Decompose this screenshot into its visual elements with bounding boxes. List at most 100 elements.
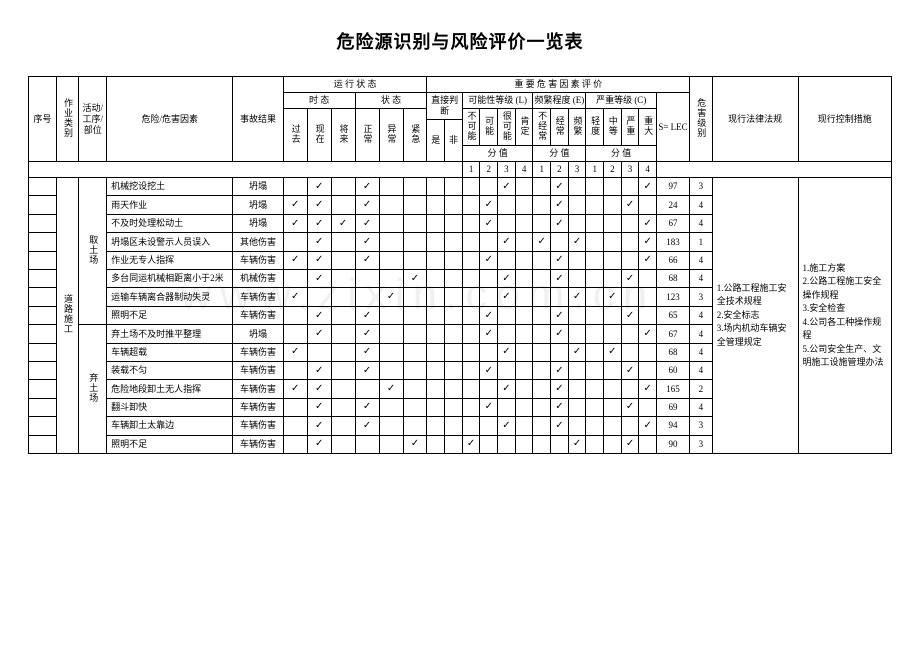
check-cell (498, 196, 516, 214)
check-cell (379, 251, 403, 269)
h-past: 过去 (283, 108, 307, 162)
check-cell: ✓ (480, 251, 498, 269)
cell: 车辆伤害 (233, 361, 283, 379)
check-cell (639, 361, 657, 379)
check-cell: ✓ (639, 417, 657, 435)
check-cell: ✓ (551, 398, 569, 416)
check-cell (427, 270, 445, 288)
check-cell (355, 288, 379, 306)
check-cell (498, 325, 516, 343)
check-cell (604, 233, 622, 251)
check-cell (379, 196, 403, 214)
hazard-cell: 危险地段卸土无人指挥 (107, 380, 233, 398)
check-cell (498, 435, 516, 453)
check-cell: ✓ (307, 361, 331, 379)
check-cell (307, 288, 331, 306)
check-cell (586, 306, 604, 324)
check-cell (586, 233, 604, 251)
check-cell (379, 270, 403, 288)
cell: 67 (657, 325, 690, 343)
h-emerg: 紧急 (403, 108, 427, 162)
cell: 4 (690, 214, 713, 232)
check-cell (403, 380, 427, 398)
seq-cell (29, 435, 57, 453)
h-dyes: 是 (427, 119, 445, 162)
check-cell (462, 380, 480, 398)
check-cell: ✓ (551, 214, 569, 232)
check-cell (427, 196, 445, 214)
check-cell (283, 178, 307, 196)
check-cell (639, 398, 657, 416)
check-cell (379, 398, 403, 416)
check-cell: ✓ (355, 251, 379, 269)
seq-cell (29, 417, 57, 435)
check-cell: ✓ (355, 214, 379, 232)
check-cell (533, 361, 551, 379)
check-cell: ✓ (355, 417, 379, 435)
check-cell: ✓ (621, 435, 639, 453)
check-cell (480, 380, 498, 398)
check-cell (604, 361, 622, 379)
cell: 68 (657, 343, 690, 361)
check-cell (445, 233, 463, 251)
check-cell: ✓ (480, 306, 498, 324)
table-row: 道路施工取土场机械挖设挖土坍塌✓✓✓✓✓9731.公路工程施工安全技术规程2.安… (29, 178, 892, 196)
cell: 60 (657, 361, 690, 379)
table-container: 序号 作业类别 活动/工序/部位 危险/危害因素 事故结果 运 行 状 态 重 … (0, 76, 920, 454)
check-cell (331, 343, 355, 361)
check-cell (604, 270, 622, 288)
h-E3: 频繁 (568, 108, 586, 146)
hazard-cell: 照明不足 (107, 435, 233, 453)
cell: 车辆伤害 (233, 435, 283, 453)
check-cell (568, 306, 586, 324)
check-cell (283, 417, 307, 435)
cell: 183 (657, 233, 690, 251)
check-cell (427, 178, 445, 196)
check-cell (427, 288, 445, 306)
check-cell (621, 233, 639, 251)
check-cell (427, 325, 445, 343)
check-cell: ✓ (307, 233, 331, 251)
check-cell (639, 435, 657, 453)
seq-cell (29, 343, 57, 361)
seq-cell (29, 196, 57, 214)
check-cell (462, 178, 480, 196)
check-cell (331, 178, 355, 196)
check-cell (515, 214, 533, 232)
cell: 65 (657, 306, 690, 324)
h-result: 事故结果 (233, 77, 283, 162)
check-cell (480, 233, 498, 251)
hazard-cell: 翻斗卸快 (107, 398, 233, 416)
check-cell: ✓ (331, 214, 355, 232)
h-L2: 可能 (480, 108, 498, 146)
h-seq: 序号 (29, 77, 57, 162)
check-cell (515, 435, 533, 453)
h-L3: 很可能 (498, 108, 516, 146)
check-cell: ✓ (480, 361, 498, 379)
check-cell (621, 417, 639, 435)
cell: 4 (690, 361, 713, 379)
cell: 坍塌 (233, 325, 283, 343)
h-future: 将来 (331, 108, 355, 162)
check-cell (379, 233, 403, 251)
check-cell (515, 251, 533, 269)
site-cell: 取土场 (79, 178, 107, 325)
check-cell: ✓ (283, 196, 307, 214)
check-cell: ✓ (498, 380, 516, 398)
law-cell: 1.公路工程施工安全技术规程2.安全标志3.场内机动车辆安全管理规定 (712, 178, 798, 454)
check-cell: ✓ (621, 361, 639, 379)
check-cell (331, 417, 355, 435)
check-cell (331, 251, 355, 269)
check-cell (586, 178, 604, 196)
check-cell (331, 233, 355, 251)
check-cell (568, 417, 586, 435)
hazard-table: 序号 作业类别 活动/工序/部位 危险/危害因素 事故结果 运 行 状 态 重 … (28, 76, 892, 454)
cell: 车辆伤害 (233, 251, 283, 269)
h-Escore: 分 值 (533, 146, 586, 162)
check-cell (445, 325, 463, 343)
seq-cell (29, 325, 57, 343)
check-cell: ✓ (480, 214, 498, 232)
check-cell (403, 196, 427, 214)
cell: 97 (657, 178, 690, 196)
check-cell (568, 214, 586, 232)
